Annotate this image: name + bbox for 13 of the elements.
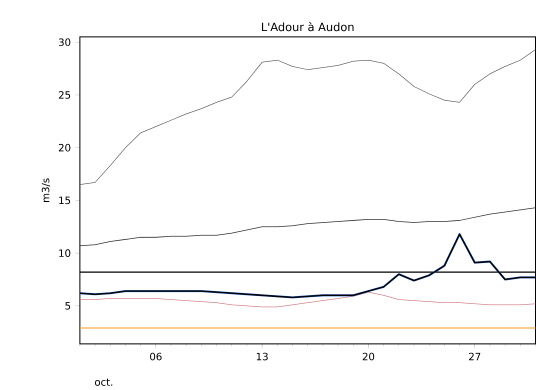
x-tick-label: 13 bbox=[256, 352, 268, 360]
x-tick-label: 06 bbox=[150, 352, 162, 360]
y-tick-label: 5 bbox=[65, 302, 70, 310]
x-axis-title: oct. bbox=[94, 378, 112, 386]
y-tick-label: 20 bbox=[58, 144, 70, 152]
y-tick-label: 25 bbox=[58, 91, 70, 99]
x-tick-label: 20 bbox=[362, 352, 374, 360]
y-tick-label: 10 bbox=[59, 249, 70, 257]
chart-title: L'Adour à Audon bbox=[262, 22, 354, 32]
y-axis-title: m3/s bbox=[42, 178, 50, 202]
y-tick-label: 30 bbox=[58, 38, 70, 46]
y-tick-label: 15 bbox=[59, 196, 70, 204]
x-tick-label: 27 bbox=[469, 352, 480, 360]
